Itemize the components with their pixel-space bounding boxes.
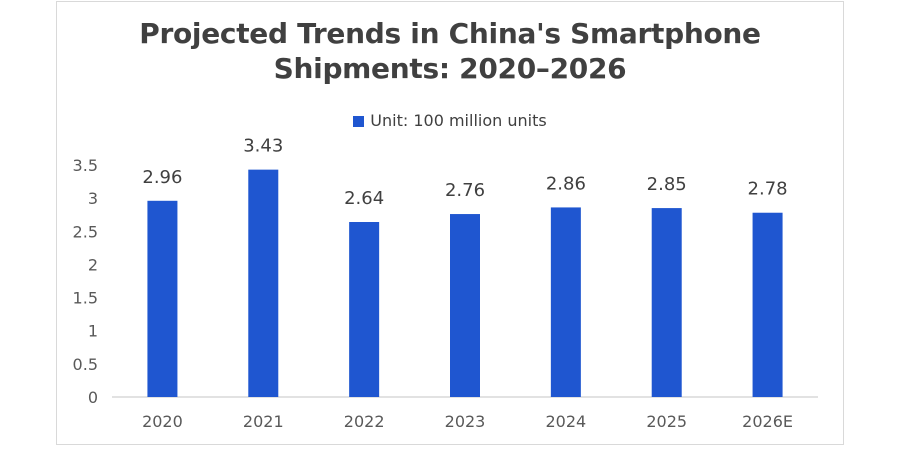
bar: [450, 214, 480, 397]
data-label: 2.96: [142, 167, 182, 188]
bars: [147, 169, 783, 397]
legend-swatch: [353, 116, 365, 127]
data-label: 2.76: [445, 180, 485, 201]
bar: [752, 212, 783, 397]
y-tick-label: 0.5: [73, 355, 98, 374]
y-tick-label: 0: [88, 388, 98, 407]
x-tick-label: 2026E: [742, 412, 793, 431]
y-tick-label: 1.5: [73, 289, 98, 308]
x-tick-label: 2023: [445, 412, 486, 431]
data-label: 2.86: [546, 173, 586, 194]
y-tick-label: 3.5: [73, 156, 98, 175]
data-label: 2.64: [344, 188, 384, 209]
x-axis: 2020 2021 2022 2023 2024 2025 2026E: [142, 412, 793, 431]
bar: [349, 222, 380, 397]
data-label: 2.78: [748, 179, 788, 200]
legend-label: Unit: 100 million units: [370, 111, 547, 130]
chart-title-line-1: Projected Trends in China's Smartphone: [139, 17, 761, 50]
y-axis: 0 0.5 1 1.5 2 2.5 3 3.5: [73, 156, 98, 407]
bar: [651, 208, 682, 397]
y-tick-label: 3: [88, 189, 98, 208]
bar: [550, 207, 581, 397]
data-label: 3.43: [243, 136, 283, 157]
x-tick-label: 2025: [646, 412, 687, 431]
x-tick-label: 2024: [545, 412, 586, 431]
data-labels: 2.96 3.43 2.64 2.76 2.86 2.85 2.78: [142, 136, 787, 209]
x-tick-label: 2022: [344, 412, 385, 431]
y-tick-label: 2: [88, 255, 98, 274]
chart-title-line-2: Shipments: 2020–2026: [273, 52, 627, 85]
bar: [248, 169, 279, 397]
legend: Unit: 100 million units: [0, 111, 900, 130]
y-tick-label: 2.5: [73, 222, 98, 241]
y-tick-label: 1: [88, 322, 98, 341]
bar: [147, 200, 178, 397]
chart-title: Projected Trends in China's Smartphone S…: [0, 16, 900, 86]
x-tick-label: 2020: [142, 412, 183, 431]
x-tick-label: 2021: [243, 412, 284, 431]
data-label: 2.85: [647, 174, 687, 195]
